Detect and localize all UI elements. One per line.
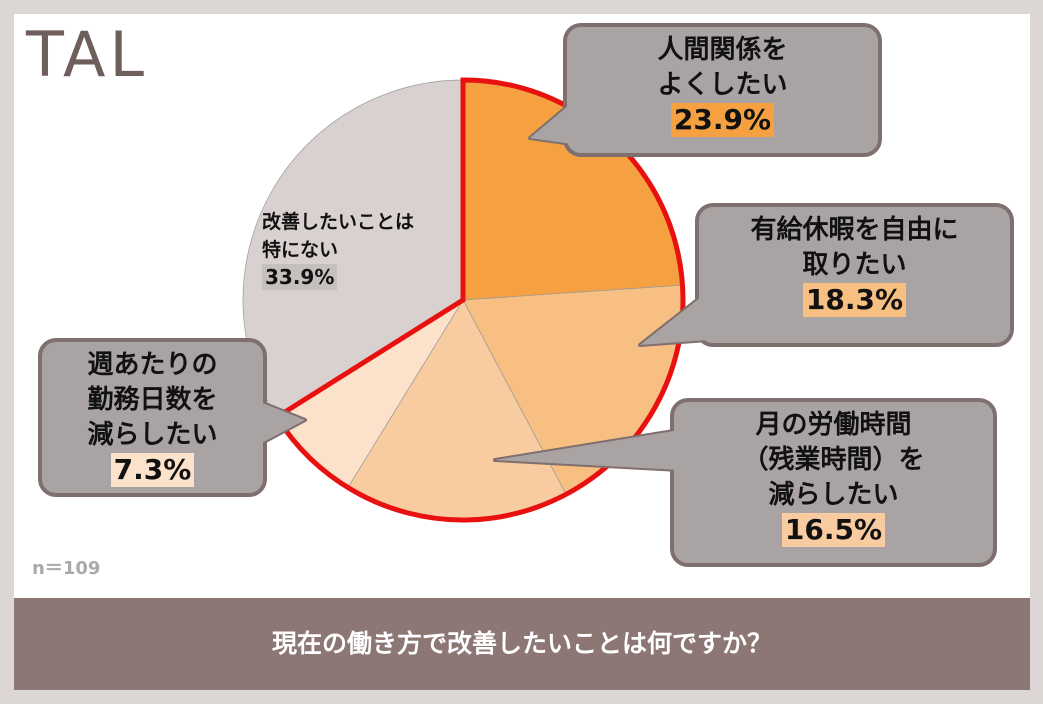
value-label: 33.9% (262, 264, 338, 290)
title-bar (14, 598, 1030, 690)
inner-label: 改善したいことは 特にない 33.9% (262, 208, 414, 293)
value-label: 23.9% (670, 103, 775, 137)
value-label: 16.5% (781, 513, 886, 547)
sample-size: n＝109 (32, 558, 101, 579)
callout-label: 月の労働時間 （残業時間）を 減らしたい 16.5% (672, 408, 995, 551)
callout-pointer-fill (255, 400, 305, 445)
callouts (38, 23, 1014, 567)
logo: TAL (26, 18, 149, 91)
category-label: 有給休暇を自由に 取りたい (750, 215, 959, 280)
callout-box (563, 23, 882, 157)
callout-box (670, 398, 997, 567)
category-label: 月の労働時間 （残業時間）を 減らしたい (742, 410, 925, 510)
category-label: 改善したいことは 特にない (262, 211, 415, 261)
callout-pointer-fill (640, 290, 735, 345)
callout-pointer-fill (530, 100, 600, 148)
category-label: 週あたりの 勤務日数を 減らしたい (87, 350, 218, 450)
category-label: 人間関係を よくしたい (657, 35, 788, 100)
callout-label: 週あたりの 勤務日数を 減らしたい 7.3% (40, 348, 265, 491)
value-label: 7.3% (110, 453, 195, 487)
callout-label: 有給休暇を自由に 取りたい 18.3% (697, 213, 1012, 321)
callout-label: 人間関係を よくしたい 23.9% (565, 33, 880, 141)
chart-title: 現在の働き方で改善したいことは何ですか？ (271, 629, 772, 658)
callout-pointer-fill (495, 430, 680, 470)
value-label: 18.3% (802, 283, 907, 317)
callout-box (695, 203, 1014, 347)
